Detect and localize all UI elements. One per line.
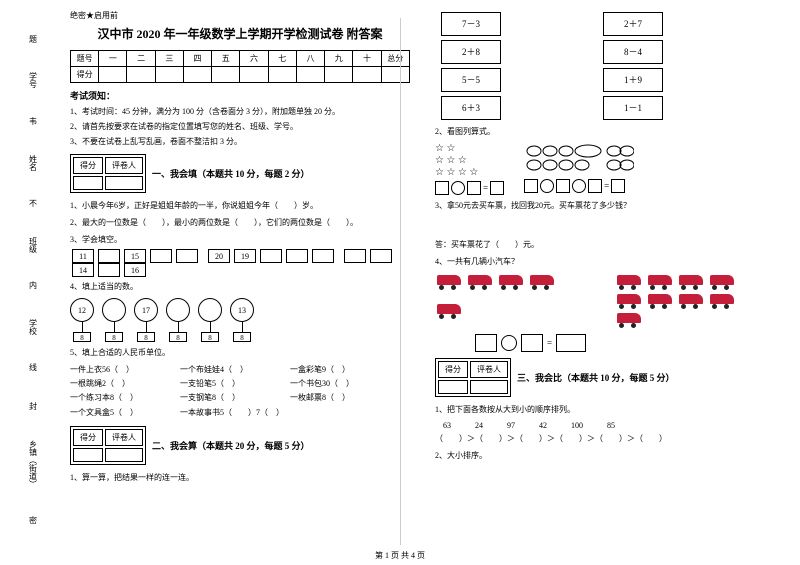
car-icon <box>646 274 674 290</box>
page-footer: 第 1 页 共 4 页 <box>0 550 800 561</box>
right-column: 7－3 2＋7 2＋8 8－4 5－5 1＋9 6＋3 1－1 2、看图列算式。 ☆ ☆… <box>435 10 775 488</box>
calc-item: 7－3 <box>441 12 501 36</box>
calc-item: 1＋9 <box>603 68 663 92</box>
lollipop: 178 <box>134 298 158 342</box>
rmb-grid: 一件上衣56（ ）一个布娃娃4（ ）一盒彩笔9（ ） 一根跳绳2（ ）一支铅笔5… <box>70 363 410 421</box>
column-divider <box>400 18 401 545</box>
side-label: 学号 <box>28 72 39 88</box>
picture-equation-row: ☆ ☆☆ ☆ ☆☆ ☆ ☆ ☆ = = <box>435 143 775 195</box>
car-icon <box>677 274 705 290</box>
side-label: 学校 <box>28 319 39 335</box>
calc-item: 2＋7 <box>603 12 663 36</box>
lollipop: 8 <box>198 298 222 342</box>
table-row: 题号一二三四五六七八九十总分 <box>71 51 410 67</box>
side-label: 乡镇（街道） <box>28 440 39 488</box>
score-table: 题号一二三四五六七八九十总分 得分 <box>70 50 410 83</box>
calc-item: 8－4 <box>603 40 663 64</box>
question: 3、学会填空。 <box>70 233 410 247</box>
car-icon <box>646 293 674 309</box>
notes: 1、考试时间：45 分钟，满分为 100 分（含卷面分 3 分），附加题单独 2… <box>70 106 410 148</box>
side-mark: 封 <box>29 401 37 412</box>
exam-title: 汉中市 2020 年一年级数学上学期开学检测试卷 附答案 <box>70 25 410 42</box>
car-icon <box>708 274 736 290</box>
score-box: 得分评卷人 <box>70 154 146 193</box>
cars-diagram <box>435 274 775 328</box>
calc-item: 6＋3 <box>441 96 501 120</box>
side-label: 班级 <box>28 237 39 253</box>
left-column: 绝密★启用前 汉中市 2020 年一年级数学上学期开学检测试卷 附答案 题号一二… <box>70 10 410 488</box>
calc-item: 5－5 <box>441 68 501 92</box>
side-label: 姓名 <box>28 155 39 171</box>
sort-numbers: 63 24 97 42 100 85 <box>435 420 775 433</box>
lollipop: 128 <box>70 298 94 342</box>
side-mark: 题 <box>29 34 37 45</box>
car-icon <box>466 274 494 290</box>
lollipop-row: 128 8 178 8 8 138 <box>70 298 410 342</box>
car-group-left <box>435 274 585 328</box>
secret-mark: 绝密★启用前 <box>70 10 410 21</box>
side-mark: 内 <box>29 280 37 291</box>
star-group: ☆ ☆☆ ☆ ☆☆ ☆ ☆ ☆ <box>435 143 504 179</box>
section-title: 一、我会填（本题共 10 分，每题 2 分） <box>152 167 310 180</box>
car-icon <box>435 274 463 290</box>
question: 2、大小排序。 <box>435 449 775 463</box>
side-mark: 韦 <box>29 116 37 127</box>
circles-group <box>524 143 634 175</box>
side-mark: 线 <box>29 362 37 373</box>
question: 1、把下面各数按从大到小的顺序排列。 <box>435 403 775 417</box>
calc-item: 1－1 <box>603 96 663 120</box>
note-item: 2、请首先按要求在试卷的指定位置填写您的姓名、班级、学号。 <box>70 121 410 134</box>
question: 2、最大的一位数是（ ），最小的两位数是（ ），它们的两位数是（ ）。 <box>70 216 410 230</box>
calc-matching: 7－3 2＋7 2＋8 8－4 5－5 1＋9 6＋3 1－1 <box>435 10 775 122</box>
car-icon <box>435 303 463 319</box>
side-mark: 不 <box>29 198 37 209</box>
sort-blanks: （ ）＞（ ）＞（ ）＞（ ）＞（ ）＞（ ） <box>435 433 775 446</box>
answer-line: 答：买车票花了（ ）元。 <box>435 238 775 252</box>
car-icon <box>615 293 643 309</box>
fill-boxes: 1115 2019 1416 <box>70 249 410 277</box>
car-icon <box>677 293 705 309</box>
calc-item: 2＋8 <box>441 40 501 64</box>
question: 1、算一算，把结果一样的连一连。 <box>70 471 410 485</box>
side-mark: 密 <box>29 515 37 526</box>
car-icon <box>528 274 556 290</box>
car-group-right <box>615 274 765 328</box>
question: 4、填上适当的数。 <box>70 280 410 294</box>
question: 4、一共有几辆小汽车？ <box>435 255 775 269</box>
note-item: 3、不要在试卷上乱写乱画，卷面不整洁扣 3 分。 <box>70 136 410 149</box>
car-icon <box>708 293 736 309</box>
score-box: 得分评卷人 <box>435 358 511 397</box>
lollipop: 8 <box>102 298 126 342</box>
lollipop: 8 <box>166 298 190 342</box>
table-row: 得分 <box>71 67 410 83</box>
car-equation: = <box>475 334 775 352</box>
question: 5、填上合适的人民币单位。 <box>70 346 410 360</box>
car-icon <box>615 312 643 328</box>
binding-sidebar: 题 学号 韦 姓名 不 班级 内 学校 线 封 乡镇（街道） 密 <box>8 20 58 540</box>
question: 1、小晨今年6岁，正好是姐姐年龄的一半，你说姐姐今年（ ）岁。 <box>70 199 410 213</box>
question: 2、看图列算式。 <box>435 125 775 139</box>
car-icon <box>497 274 525 290</box>
section-title: 三、我会比（本题共 10 分，每题 5 分） <box>517 371 675 384</box>
lollipop: 138 <box>230 298 254 342</box>
question: 3、拿50元去买车票，找回我20元。买车票花了多少钱？ <box>435 199 775 213</box>
section-title: 二、我会算（本题共 20 分，每题 5 分） <box>152 439 310 452</box>
car-icon <box>615 274 643 290</box>
notes-heading: 考试须知： <box>70 89 410 102</box>
score-box: 得分评卷人 <box>70 426 146 465</box>
note-item: 1、考试时间：45 分钟，满分为 100 分（含卷面分 3 分），附加题单独 2… <box>70 106 410 119</box>
